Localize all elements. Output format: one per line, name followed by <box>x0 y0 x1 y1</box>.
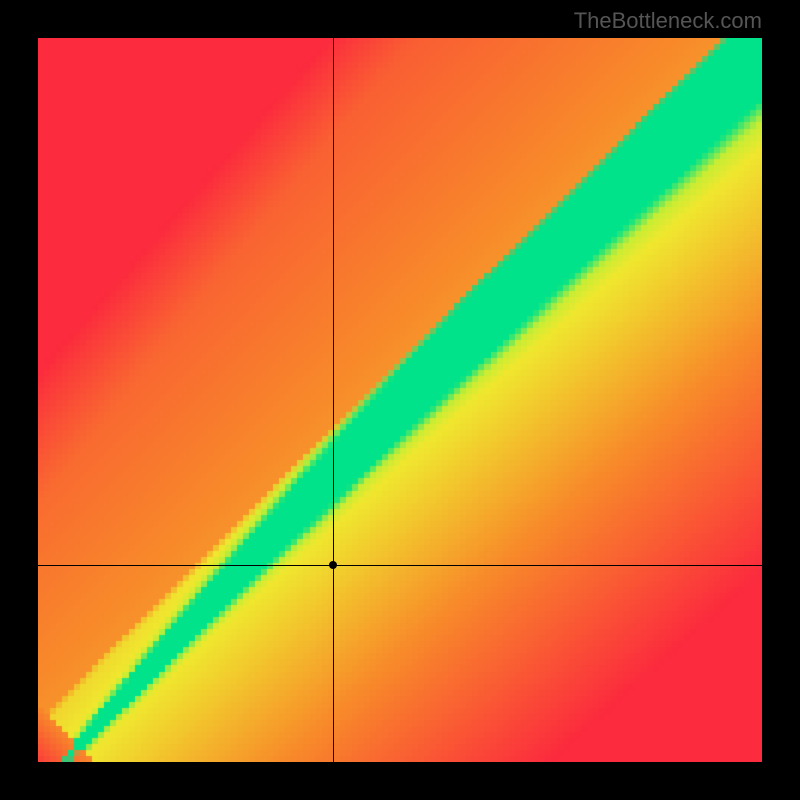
plot-area <box>38 38 762 762</box>
marker-dot <box>329 561 337 569</box>
crosshair-horizontal <box>38 565 762 566</box>
heatmap-canvas <box>38 38 762 762</box>
crosshair-vertical <box>333 38 334 762</box>
watermark-text: TheBottleneck.com <box>574 8 762 34</box>
